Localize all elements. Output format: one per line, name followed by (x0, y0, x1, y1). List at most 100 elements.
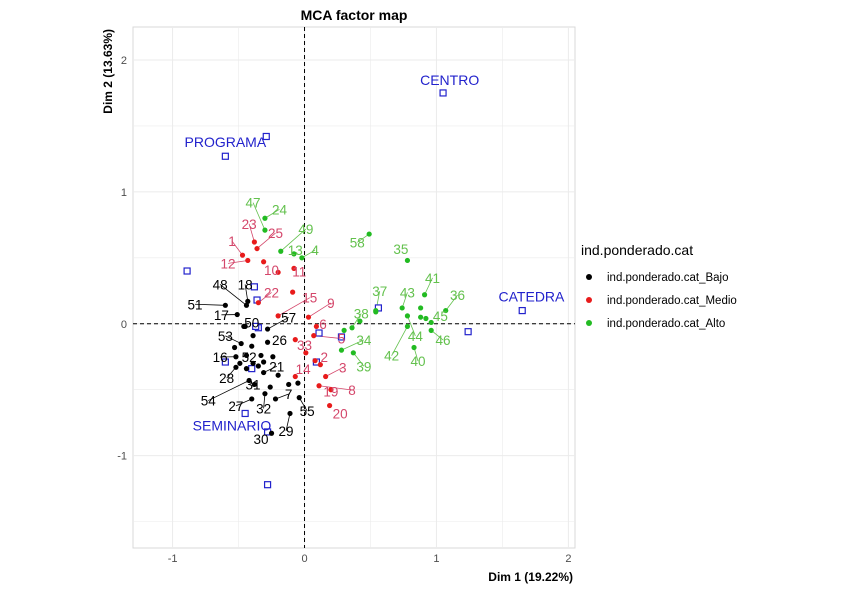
point-label: 31 (246, 378, 261, 393)
point-bajo (233, 364, 239, 370)
point-bajo (251, 381, 257, 388)
point-label: 32 (256, 401, 271, 416)
point-label: 51 (187, 297, 202, 312)
leader-line (308, 302, 332, 318)
point-alto (349, 325, 355, 331)
leader-line (219, 284, 247, 306)
point-alto (418, 314, 424, 320)
x-tick-label: 0 (301, 553, 307, 565)
point-bajo (237, 360, 243, 366)
point-label: 12 (220, 256, 235, 271)
y-tick-label: 0 (121, 319, 127, 331)
point-bajo (231, 344, 238, 351)
leader-line (227, 260, 248, 264)
point-medio (291, 265, 297, 271)
point-medio (275, 269, 281, 275)
point-label: 40 (410, 354, 425, 369)
point-medio (313, 323, 319, 330)
point-bajo (250, 360, 256, 366)
point-bajo (246, 377, 252, 384)
point-label: 58 (350, 235, 365, 250)
point-label: 5 (338, 332, 346, 347)
leader-line (318, 385, 353, 391)
point-bajo (255, 363, 261, 369)
point-bajo (250, 333, 256, 339)
point-bajo (243, 302, 250, 308)
point-alto (341, 327, 347, 333)
point-medio (290, 289, 296, 295)
point-alto (418, 305, 424, 311)
point-alto (404, 323, 411, 330)
point-label: 54 (201, 394, 217, 409)
leader-line (285, 413, 291, 431)
point-label: 7 (285, 387, 293, 402)
x-tick-label: 1 (433, 553, 439, 565)
point-bajo (262, 391, 268, 397)
point-bajo (264, 326, 271, 332)
point-label: 50 (244, 316, 259, 331)
point-alto (399, 305, 405, 311)
leader-line (252, 202, 266, 231)
point-label: 2 (321, 350, 329, 365)
point-medio (254, 245, 260, 252)
category-marker (183, 267, 191, 275)
point-alto (278, 248, 284, 254)
point-label: 11 (292, 264, 306, 279)
point-label: 21 (269, 359, 284, 374)
point-bajo (272, 396, 279, 402)
point-bajo (261, 359, 267, 365)
point-alto (291, 251, 297, 257)
point-label: 49 (298, 222, 313, 237)
category-label: CATEDRA (499, 288, 566, 304)
y-tick-label: 1 (121, 187, 127, 199)
point-bajo (270, 354, 276, 360)
point-alto (404, 257, 411, 264)
x-axis-title: Dim 1 (19.22%) (488, 570, 573, 584)
point-medio (317, 362, 323, 368)
point-label: 53 (218, 329, 233, 344)
point-alto (428, 327, 434, 333)
point-bajo (243, 352, 250, 359)
leader-line (194, 303, 226, 306)
category-marker (464, 328, 472, 336)
leader-line (353, 352, 365, 367)
point-alto (299, 255, 305, 261)
leader-line (231, 240, 243, 256)
category-marker (221, 358, 229, 366)
point-medio (323, 373, 329, 380)
y-tick-label: 2 (121, 55, 127, 67)
point-label: 47 (246, 196, 261, 211)
category-marker (374, 304, 383, 312)
point-medio (311, 333, 317, 339)
point-label: 44 (408, 329, 424, 344)
point-bajo (238, 340, 244, 347)
category-marker (262, 132, 270, 141)
point-alto (262, 215, 268, 221)
point-label: 13 (288, 243, 303, 258)
legend-key (586, 297, 592, 303)
point-alto (428, 319, 434, 326)
point-bajo (286, 381, 292, 388)
leader-line (264, 208, 280, 219)
category-label: PROGRAMA (185, 134, 267, 150)
point-label: 8 (348, 383, 356, 398)
point-bajo (258, 352, 264, 359)
leader-line (401, 292, 408, 309)
category-label: SEMINARIO (193, 418, 272, 434)
point-alto (411, 344, 417, 351)
point-medio (312, 358, 318, 364)
leader-line (248, 223, 255, 243)
point-medio (261, 259, 267, 265)
leader-line (277, 297, 310, 317)
legend-entry-label: ind.ponderado.cat_Alto (607, 318, 725, 330)
leader-line (351, 313, 362, 328)
point-label: 1 (228, 234, 236, 249)
point-label: 20 (333, 407, 348, 422)
point-label: 23 (242, 217, 257, 232)
category-marker (439, 89, 447, 97)
legend-entry-label: ind.ponderado.cat_Bajo (607, 272, 729, 284)
x-tick-label: 2 (565, 553, 571, 565)
point-label: 27 (228, 399, 243, 414)
point-label: 22 (264, 285, 279, 300)
